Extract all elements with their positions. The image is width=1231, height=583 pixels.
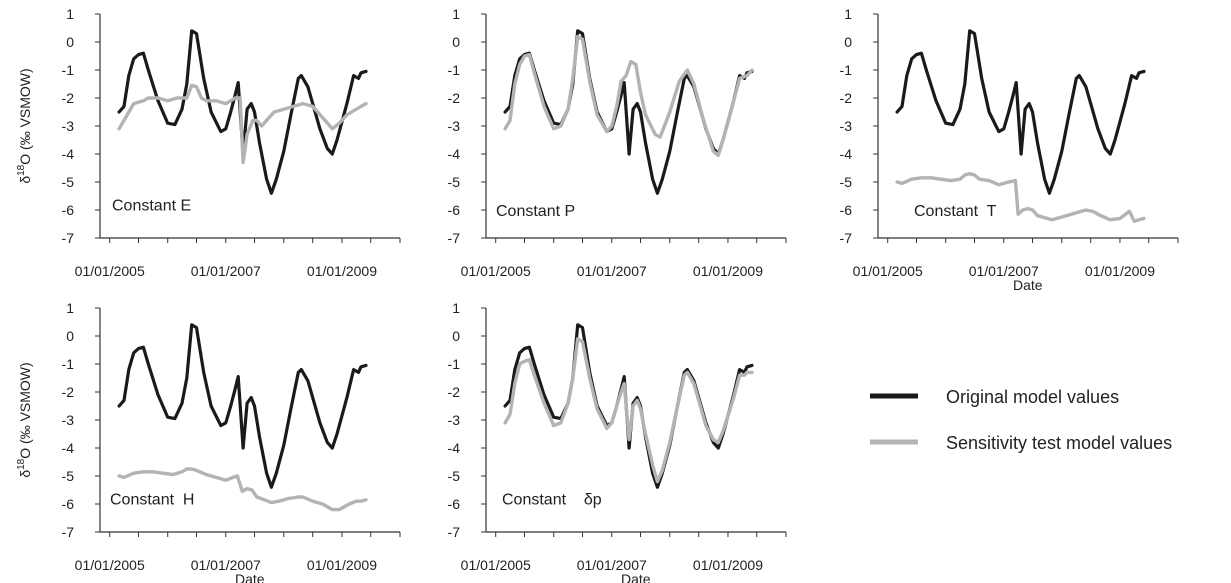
x-tick-label: 01/01/2007 [191,557,261,573]
panel-label: Constant P [496,203,575,220]
x-tick-label: 01/01/2009 [1085,263,1155,279]
y-tick-label: 0 [66,34,74,50]
y-tick-label: -3 [448,412,461,428]
x-tick-label: 01/01/2005 [75,263,145,279]
y-tick-label: -1 [62,356,75,372]
x-tick-label: 01/01/2005 [75,557,145,573]
series-line-sensitivity [503,337,754,484]
y-tick-label: -1 [840,62,853,78]
y-tick-label: -7 [448,524,461,540]
panel-label: Constant H [110,491,194,508]
chart-panel-5: 1 0 -1 -2 -3 -4 -5 -6 -7 01/01/2005 01/01/2007 01/0… [448,300,787,583]
y-tick-label: -2 [62,90,75,106]
y-tick-label: -6 [448,202,461,218]
y-tick-label: -7 [62,524,75,540]
y-tick-label: 1 [452,300,460,316]
x-tick-label: 01/01/2009 [693,557,763,573]
y-tick-label: -4 [62,440,75,456]
x-tick-label: 01/01/2007 [191,263,261,279]
series-line-original [117,323,368,489]
y-tick-label: -3 [62,118,75,134]
x-tick-label: 01/01/2005 [461,263,531,279]
legend-label-sensitivity: Sensitivity test model values [946,433,1172,453]
x-tick-label: 01/01/2007 [577,557,647,573]
series-line-original [503,29,754,195]
series-line-sensitivity [117,467,368,512]
x-axis-label: Date [235,571,265,583]
y-tick-label: -6 [62,202,75,218]
y-tick-label: -6 [840,202,853,218]
y-tick-label: -4 [840,146,853,162]
y-tick-label: -2 [840,90,853,106]
x-tick-label: 01/01/2005 [461,557,531,573]
y-tick-label: -4 [448,440,461,456]
y-tick-label: 0 [66,328,74,344]
x-tick-label: 01/01/2005 [853,263,923,279]
y-tick-label: -5 [448,468,461,484]
series-line-sensitivity [117,83,368,165]
y-axis-label: δ18O (‰ VSMOW) [16,362,33,477]
series-line-sensitivity [895,171,1146,223]
legend: Original model values Sensitivity test m… [870,387,1172,453]
y-tick-label: 1 [452,6,460,22]
series-line-original [117,29,368,195]
chart-panels: 1 0 -1 -2 -3 -4 -5 -6 -7 01/01/2005 01/01/2007 01/0… [16,6,1179,583]
y-tick-label: 0 [452,328,460,344]
panel-label: Constant δp [502,491,602,508]
y-tick-label: -1 [62,62,75,78]
x-tick-label: 01/01/2009 [307,263,377,279]
y-tick-label: -4 [448,146,461,162]
series-line-original [503,323,754,489]
y-tick-label: 1 [66,6,74,22]
y-tick-label: -5 [62,174,75,190]
y-tick-label: -1 [448,356,461,372]
x-tick-label: 01/01/2009 [307,557,377,573]
chart-panel-3: 1 0 -1 -2 -3 -4 -5 -6 -7 01/01/2005 01/01/2007 01/0… [840,6,1179,293]
panel-label: Constant E [112,197,191,214]
y-tick-label: -6 [62,496,75,512]
y-tick-label: -2 [448,384,461,400]
y-tick-label: -5 [448,174,461,190]
y-tick-label: -2 [62,384,75,400]
x-tick-label: 01/01/2007 [969,263,1039,279]
y-tick-label: 1 [66,300,74,316]
y-tick-label: -4 [62,146,75,162]
y-tick-label: -3 [840,118,853,134]
y-tick-label: -7 [448,230,461,246]
y-tick-label: 0 [452,34,460,50]
y-tick-label: -5 [840,174,853,190]
y-tick-label: -5 [62,468,75,484]
chart-panel-4: 1 0 -1 -2 -3 -4 -5 -6 -7 01/01/2005 01/01/2007 01/0… [16,300,401,583]
y-tick-label: -3 [62,412,75,428]
y-tick-label: -3 [448,118,461,134]
y-tick-label: -1 [448,62,461,78]
y-tick-label: 0 [844,34,852,50]
y-tick-label: -7 [840,230,853,246]
x-axis-label: Date [621,571,651,583]
y-tick-label: 1 [844,6,852,22]
chart-panel-1: 1 0 -1 -2 -3 -4 -5 -6 -7 01/01/2005 01/01/2007 01/0… [16,6,401,279]
legend-label-original: Original model values [946,387,1119,407]
x-axis-label: Date [1013,277,1043,293]
series-line-original [895,29,1146,195]
y-tick-label: -6 [448,496,461,512]
y-tick-label: -2 [448,90,461,106]
y-tick-label: -7 [62,230,75,246]
x-tick-label: 01/01/2007 [577,263,647,279]
chart-panel-2: 1 0 -1 -2 -3 -4 -5 -6 -7 01/01/2005 01/01/2007 01/0… [448,6,787,279]
panel-label: Constant T [914,203,997,220]
series-line-sensitivity [503,34,754,158]
x-tick-label: 01/01/2009 [693,263,763,279]
y-axis-label: δ18O (‰ VSMOW) [16,68,33,183]
